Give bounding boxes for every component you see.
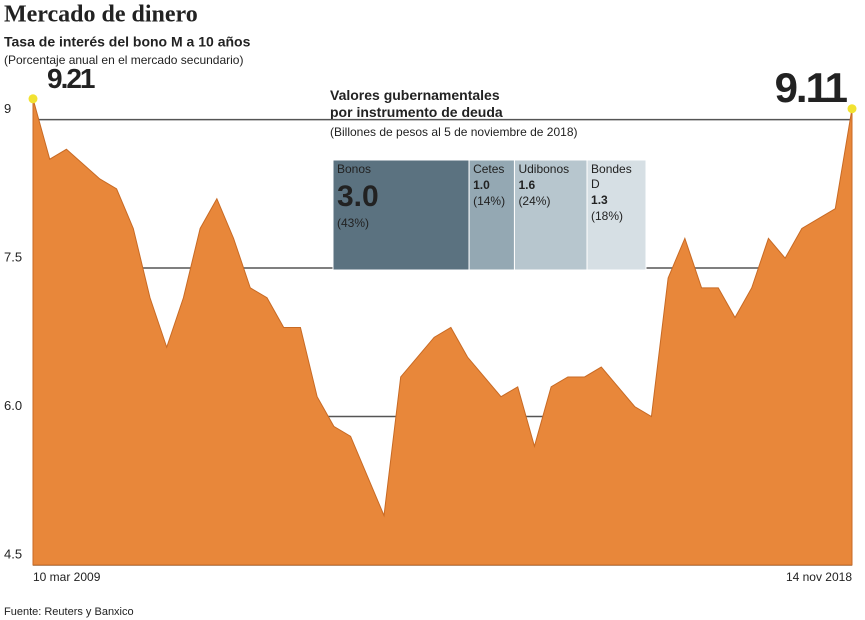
x-tick-label: 14 nov 2018 <box>786 570 852 584</box>
y-tick-label: 9 <box>4 101 11 116</box>
tile-share: (14%) <box>473 194 505 208</box>
value-label: 9.21 <box>47 63 95 94</box>
tile-value: 1.0 <box>473 178 490 192</box>
tile-share: (24%) <box>518 194 550 208</box>
chart-title: Mercado de dinero <box>4 2 198 28</box>
tile-value: 1.3 <box>591 193 608 207</box>
x-tick-label: 10 mar 2009 <box>33 570 101 584</box>
tile-share: (18%) <box>591 209 623 223</box>
chart-subtitle: Tasa de interés del bono M a 10 años <box>4 34 251 50</box>
tile-value: 1.6 <box>518 178 535 192</box>
y-tick-label: 7.5 <box>4 249 22 264</box>
y-tick-label: 4.5 <box>4 546 22 561</box>
tile-label: Cetes <box>473 162 504 176</box>
tile <box>586 159 647 271</box>
tile-share: (43%) <box>337 216 369 230</box>
end-dot <box>28 94 38 104</box>
chart-note: (Porcentaje anual en el mercado secundar… <box>4 53 243 67</box>
tile-value: 3.0 <box>337 180 379 213</box>
tile-label: Udibonos <box>518 162 569 176</box>
end-dot <box>847 104 857 114</box>
tile <box>332 159 470 271</box>
y-tick-label: 6.0 <box>4 398 22 413</box>
value-label: 9.11 <box>775 64 848 111</box>
source: Fuente: Reuters y Banxico <box>4 606 134 618</box>
inset-subtitle: (Billones de pesos al 5 de noviembre de … <box>330 125 578 139</box>
inset-title: Valores gubernamentales por instrumento d… <box>330 87 503 120</box>
tile-label: Bondes D <box>591 162 632 191</box>
tile <box>468 159 515 271</box>
tile-label: Bonos <box>337 162 371 176</box>
tile <box>513 159 588 271</box>
area <box>32 98 853 566</box>
